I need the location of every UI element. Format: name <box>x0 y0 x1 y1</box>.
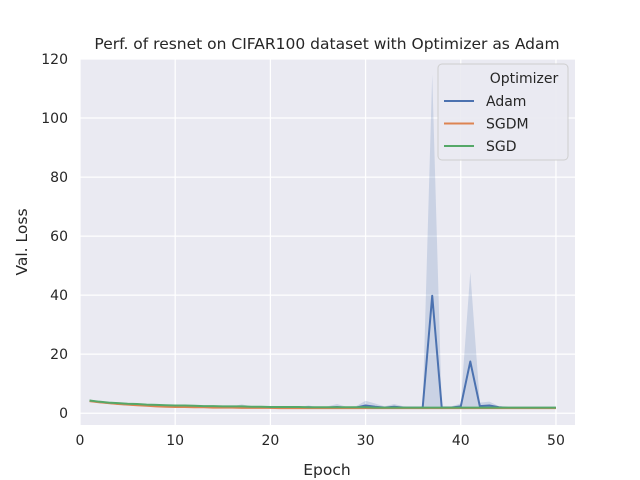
legend-title: Optimizer <box>490 71 559 87</box>
x-tick-label: 30 <box>357 433 375 449</box>
x-tick-labels: 0 10 20 30 40 50 <box>76 433 565 449</box>
legend-label-sgd: SGD <box>486 139 517 155</box>
legend: Optimizer Adam SGDM SGD <box>437 63 569 161</box>
y-tick-label: 20 <box>50 347 68 363</box>
legend-box <box>437 63 569 161</box>
x-tick-label: 40 <box>452 433 470 449</box>
y-tick-label: 40 <box>50 288 68 304</box>
legend-label-sgdm: SGDM <box>486 117 529 133</box>
x-tick-label: 0 <box>76 433 85 449</box>
chart-title: Perf. of resnet on CIFAR100 dataset with… <box>94 35 559 53</box>
grid <box>79 58 575 425</box>
confidence-bands <box>89 74 556 410</box>
x-tick-label: 20 <box>261 433 279 449</box>
y-tick-labels: 0 20 40 60 80 100 120 <box>41 52 68 422</box>
y-tick-label: 60 <box>50 229 68 245</box>
legend-items: Adam SGDM SGD <box>444 94 529 155</box>
series-lines <box>89 294 556 410</box>
legend-label-adam: Adam <box>486 94 526 110</box>
y-axis-label: Val. Loss <box>13 208 31 275</box>
y-tick-label: 100 <box>41 111 68 127</box>
x-axis-label: Epoch <box>303 461 350 479</box>
x-tick-label: 10 <box>166 433 184 449</box>
series-line-sgd <box>89 399 556 409</box>
y-tick-label: 120 <box>41 52 68 68</box>
x-tick-label: 50 <box>547 433 565 449</box>
confidence-band-adam <box>89 74 556 410</box>
y-tick-label: 0 <box>59 406 68 422</box>
y-tick-label: 80 <box>50 170 68 186</box>
